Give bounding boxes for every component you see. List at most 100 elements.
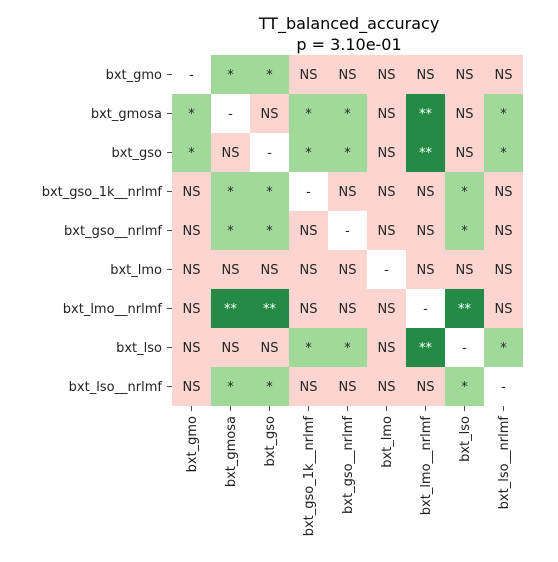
heatmap-cell-label: NS (183, 185, 201, 200)
heatmap-cell (484, 211, 523, 250)
heatmap-cell-label: - (267, 146, 272, 161)
heatmap-cell-label: NS (183, 341, 201, 356)
heatmap-cell (328, 172, 367, 211)
row-tick-label: bxt_gso (111, 146, 162, 161)
heatmap-cell (367, 289, 406, 328)
heatmap-cell-label: NS (378, 380, 396, 395)
heatmap-cell-label: NS (417, 68, 435, 83)
heatmap-cell-label: NS (339, 380, 357, 395)
heatmap-cell (328, 250, 367, 289)
heatmap-cell-label: * (305, 146, 312, 161)
heatmap-cell (484, 172, 523, 211)
column-tick-label: bxt_gso__nrlmf (341, 416, 356, 514)
heatmap-cell-label: NS (378, 68, 396, 83)
heatmap-cell-label: * (344, 146, 351, 161)
heatmap-cell (484, 328, 523, 367)
heatmap-cell-label: NS (339, 68, 357, 83)
heatmap-cell-label: NS (495, 68, 513, 83)
heatmap-cell (211, 211, 250, 250)
heatmap-cell (445, 94, 484, 133)
column-tick-label: bxt_lso__nrlmf (497, 416, 512, 510)
heatmap-cell-label: NS (378, 107, 396, 122)
heatmap-cell (367, 367, 406, 406)
heatmap-cell (328, 133, 367, 172)
heatmap-cell (367, 328, 406, 367)
heatmap-cell (289, 289, 328, 328)
heatmap-cell (484, 289, 523, 328)
heatmap-cell-label: * (227, 224, 234, 239)
heatmap-cell-label: * (227, 380, 234, 395)
heatmap-cell-label: * (188, 146, 195, 161)
heatmap-cell-label: * (266, 224, 273, 239)
row-tick-labels: bxt_gmo bxt_gmosa bxt_gso bxt_gso_1k__nrlmf… (42, 68, 172, 395)
heatmap-cell (328, 289, 367, 328)
heatmap-cell-label: ** (458, 302, 472, 317)
row-tick-label: bxt_lmo__nrlmf (63, 302, 163, 317)
heatmap-cell (211, 94, 250, 133)
heatmap-cell-label: NS (261, 107, 279, 122)
heatmap-cell (367, 250, 406, 289)
heatmap-cell-label: NS (378, 146, 396, 161)
heatmap-cell (484, 367, 523, 406)
heatmap-cell (484, 94, 523, 133)
heatmap-cell (289, 133, 328, 172)
heatmap-cell-label: NS (183, 263, 201, 278)
heatmap-cell-label: * (500, 107, 507, 122)
row-tick-label: bxt_lmo (110, 263, 162, 278)
heatmap-cell (445, 289, 484, 328)
heatmap-cell-label: NS (495, 263, 513, 278)
heatmap-cell-label: * (305, 107, 312, 122)
heatmap-cell-label: NS (456, 263, 474, 278)
row-tick-label: bxt_lso__nrlmf (69, 380, 163, 395)
heatmap-cell (172, 133, 211, 172)
heatmap-cell (406, 328, 445, 367)
heatmap-cell-label: ** (263, 302, 277, 317)
heatmap-cell (289, 250, 328, 289)
column-tick-label: bxt_gmosa (224, 416, 239, 487)
column-tick-label: bxt_lso (458, 416, 473, 462)
column-tick-labels: bxt_gmo bxt_gmosa bxt_gso bxt_gso_1k__nrlmf… (185, 406, 512, 536)
heatmap-cell-label: * (344, 341, 351, 356)
heatmap-cell-label: ** (419, 341, 433, 356)
heatmap-cell-label: * (500, 146, 507, 161)
heatmap-cell (367, 94, 406, 133)
heatmap-cell (172, 94, 211, 133)
heatmap-cell-label: - (384, 263, 389, 278)
heatmap-cell-label: NS (417, 380, 435, 395)
heatmap-cell (250, 289, 289, 328)
heatmap-cell (406, 133, 445, 172)
heatmap-cell (172, 172, 211, 211)
heatmap-cell (289, 55, 328, 94)
heatmap-cell (328, 55, 367, 94)
heatmap-cell-label: * (227, 185, 234, 200)
heatmap-cell-label: NS (339, 185, 357, 200)
heatmap-cell-label: NS (222, 341, 240, 356)
heatmap-cell-label: * (266, 185, 273, 200)
heatmap-cell (406, 172, 445, 211)
heatmap-cell (406, 289, 445, 328)
heatmap-cell (211, 55, 250, 94)
heatmap-cell (250, 55, 289, 94)
heatmap-cell-label: NS (222, 263, 240, 278)
heatmap-cell (250, 328, 289, 367)
row-tick-label: bxt_lso (116, 341, 162, 356)
heatmap-cell (211, 133, 250, 172)
heatmap-cell (484, 250, 523, 289)
heatmap-cell-label: NS (261, 341, 279, 356)
heatmap-cell-label: * (344, 107, 351, 122)
heatmap-cell-label: - (228, 107, 233, 122)
heatmap-cell (406, 250, 445, 289)
heatmap-cell (328, 94, 367, 133)
heatmap-cell-label: - (306, 185, 311, 200)
heatmap-cell-label: * (188, 107, 195, 122)
heatmap-cell (172, 289, 211, 328)
heatmap-cell-label: NS (300, 380, 318, 395)
heatmap-cell (250, 250, 289, 289)
heatmap-cell (250, 172, 289, 211)
heatmap-cell (484, 55, 523, 94)
heatmap-cell-label: * (266, 380, 273, 395)
heatmap-cell-label: NS (378, 302, 396, 317)
heatmap-cell (250, 133, 289, 172)
column-tick-label: bxt_lmo__nrlmf (419, 416, 434, 516)
row-tick-label: bxt_gso__nrlmf (64, 224, 162, 239)
